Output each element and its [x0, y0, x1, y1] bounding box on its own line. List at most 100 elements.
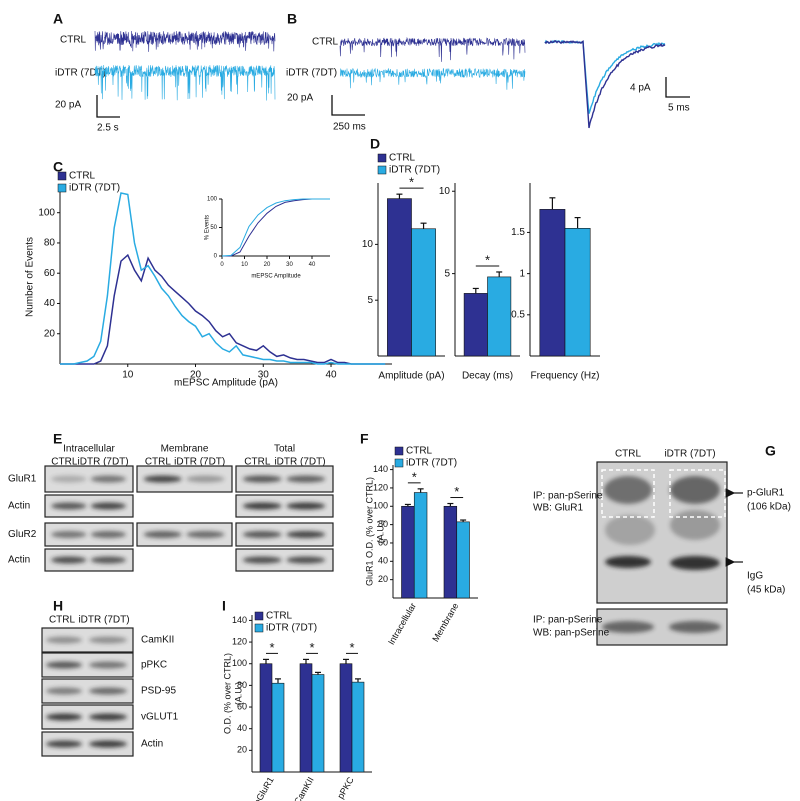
blot-band	[143, 531, 182, 538]
trace	[339, 67, 526, 90]
lane-label: CTRL	[615, 449, 642, 460]
legend-label: iDTR (7DT)	[389, 165, 440, 176]
x-tick-label: 30	[258, 370, 270, 381]
blot-frame	[235, 548, 334, 572]
scale-label: 20 pA	[55, 100, 81, 111]
legend-label: iDTR (7DT)	[406, 458, 457, 469]
legend-label: iDTR (7DT)	[266, 623, 317, 634]
blot-band	[51, 556, 87, 564]
blot-band	[46, 740, 82, 748]
bar	[443, 505, 458, 599]
blot-band	[605, 515, 655, 545]
scale-label: 250 ms	[333, 122, 366, 133]
y-tick-label: 50	[210, 225, 217, 231]
blot-band	[90, 556, 126, 564]
panel-label: D	[370, 136, 380, 152]
legend-label: CTRL	[406, 446, 433, 457]
bar	[463, 293, 488, 357]
x-tick-label: 40	[309, 262, 316, 268]
row-label: GluR2	[8, 529, 37, 540]
lane-label: CTRL	[244, 457, 271, 468]
panel-label: E	[53, 431, 62, 447]
trace	[339, 36, 526, 62]
y-tick-label: 1.5	[511, 227, 525, 238]
bar	[339, 663, 353, 773]
blot-band	[602, 621, 654, 633]
legend-swatch	[377, 153, 387, 163]
row-label: vGLUT1	[141, 712, 179, 723]
blot-note: WB: pan-pSerine	[533, 628, 610, 639]
y-tick-label: 100	[38, 207, 55, 218]
significance-star: *	[269, 640, 274, 655]
group-label: Total	[274, 444, 295, 455]
bar	[487, 276, 512, 357]
scale-label: 2.5 s	[97, 123, 119, 134]
row-label: PSD-95	[141, 686, 176, 697]
x-axis-label: Amplitude (pA)	[378, 371, 444, 382]
scale-bar	[665, 77, 690, 98]
average-trace	[544, 39, 666, 114]
blot-note: IP: pan-pSerine	[533, 615, 603, 626]
y-tick-label: 60	[237, 701, 247, 711]
y-tick-label: 10	[439, 186, 451, 197]
band-label: p-GluR1	[747, 488, 785, 499]
lane-label: iDTR (7DT)	[664, 449, 715, 460]
panel-label: G	[765, 443, 776, 459]
blot-band	[89, 661, 127, 669]
scale-bar	[96, 95, 120, 118]
band-label: IgG	[747, 571, 763, 582]
x-tick-label: 30	[286, 262, 293, 268]
significance-star: *	[454, 484, 459, 499]
x-tick-label: pPKC	[335, 775, 356, 801]
y-tick-label: 80	[44, 238, 56, 249]
x-tick-label: Membrane	[430, 601, 460, 643]
y-axis-label: % Events	[205, 215, 211, 240]
lane-label: CTRL	[51, 457, 78, 468]
blot-frame	[235, 522, 334, 547]
y-tick-label: 80	[237, 680, 247, 690]
y-tick-label: 20	[237, 745, 247, 755]
bar	[259, 663, 273, 773]
blot-band	[90, 502, 126, 510]
trace-label: CTRL	[312, 37, 339, 48]
blot-band	[242, 502, 282, 510]
x-axis-label: Frequency (Hz)	[531, 371, 600, 382]
blot-band	[143, 475, 182, 483]
blot-band	[186, 475, 225, 483]
blot-band	[89, 740, 127, 748]
lane-label: iDTR (7DT)	[78, 615, 129, 626]
trace-label: iDTR (7DT)	[55, 68, 106, 79]
blot-frame	[136, 522, 233, 547]
blot-band	[286, 502, 326, 510]
legend-label: iDTR (7DT)	[69, 183, 120, 194]
legend-swatch	[57, 183, 67, 193]
blot-band	[670, 510, 720, 540]
y-tick-label: 40	[378, 556, 388, 566]
band-label: (106 kDa)	[747, 502, 791, 513]
row-label: Actin	[8, 501, 30, 512]
y-tick-label: 40	[44, 298, 56, 309]
legend-swatch	[394, 446, 404, 456]
panel-label: A	[53, 11, 63, 27]
y-axis-label: (A.U.)	[375, 520, 385, 544]
blot-band	[51, 475, 87, 483]
blot-band	[46, 687, 82, 695]
trace	[94, 30, 276, 52]
y-tick-label: 20	[378, 574, 388, 584]
y-tick-label: 100	[373, 501, 388, 511]
bar	[299, 663, 313, 773]
row-label: pPKC	[141, 660, 167, 671]
panel-label: F	[360, 431, 369, 447]
y-tick-label: 140	[373, 464, 388, 474]
bar	[456, 521, 470, 599]
bar	[387, 198, 412, 357]
x-tick-label: pGluR1	[252, 775, 276, 801]
dashed-box	[669, 469, 726, 518]
panel-label: H	[53, 598, 63, 614]
y-tick-label: 20	[44, 328, 56, 339]
blot-band	[670, 556, 720, 570]
blot-band	[46, 661, 82, 669]
y-tick-label: 60	[44, 268, 56, 279]
y-tick-label: 80	[378, 519, 388, 529]
